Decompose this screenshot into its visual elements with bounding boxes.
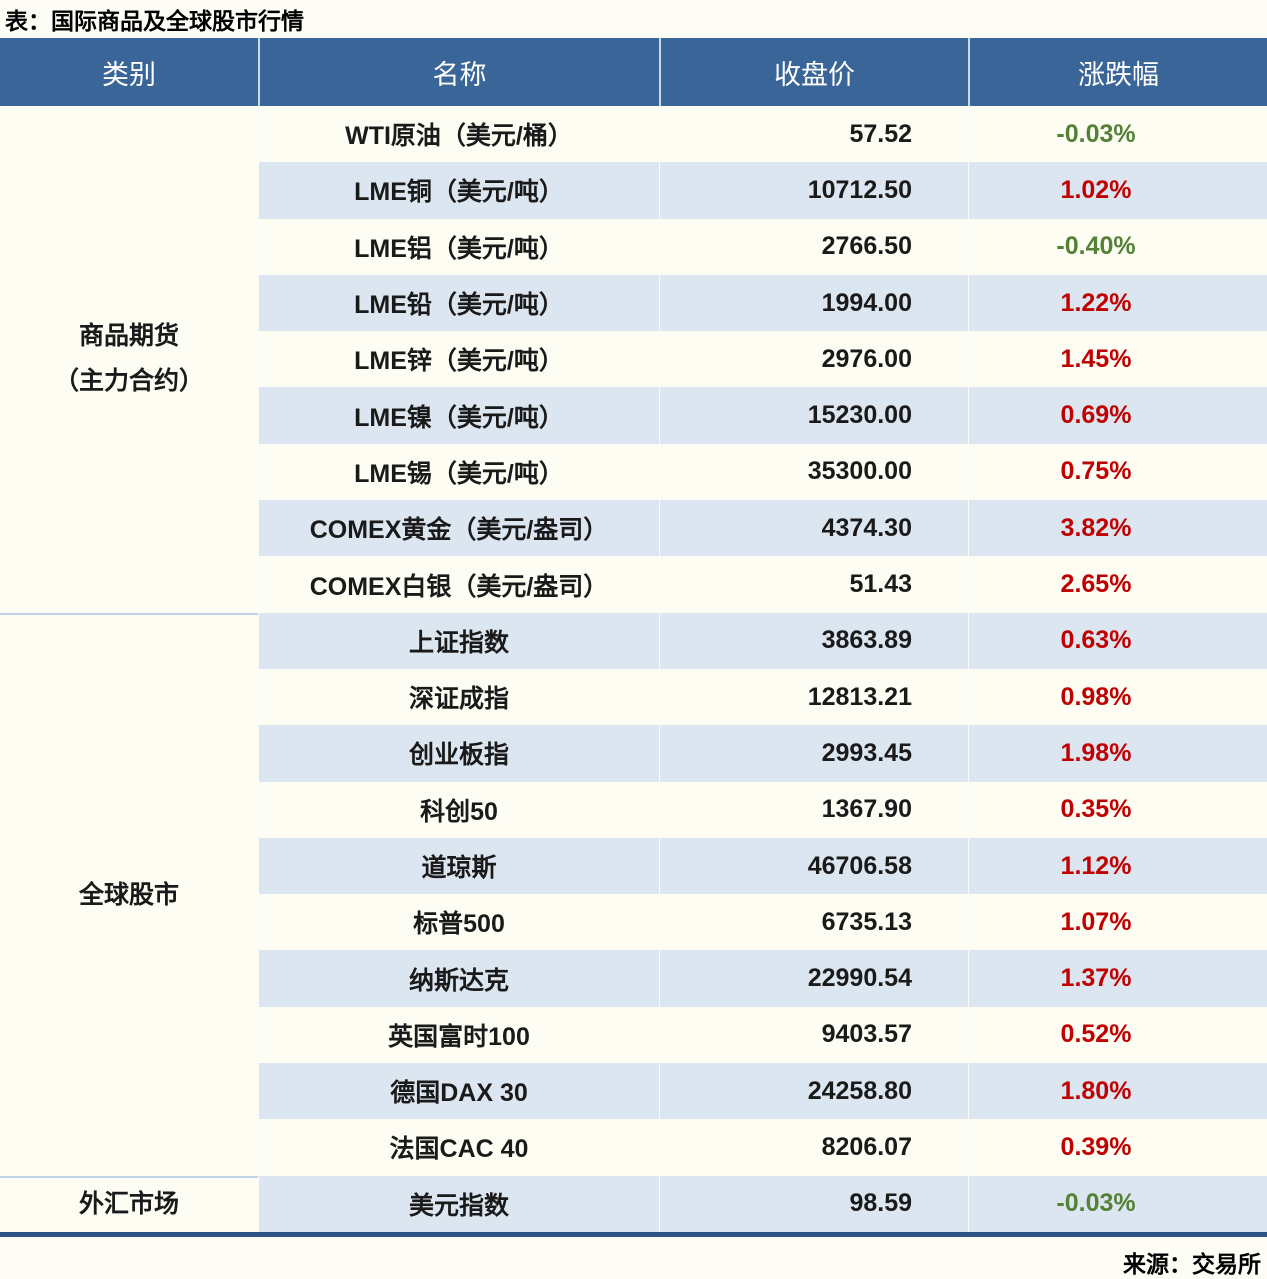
close-price: 8206.07 bbox=[659, 1119, 968, 1176]
instrument-name: 标普500 bbox=[258, 894, 659, 951]
close-price: 1367.90 bbox=[659, 781, 968, 838]
change-percent: 1.80% bbox=[968, 1063, 1267, 1120]
close-price: 51.43 bbox=[659, 556, 968, 613]
instrument-name: 上证指数 bbox=[258, 612, 659, 669]
category-column: 商品期货 （主力合约） 全球股市 外汇市场 bbox=[0, 106, 258, 1232]
close-price: 1994.00 bbox=[659, 274, 968, 332]
close-price: 6735.13 bbox=[659, 894, 968, 951]
table-row: 美元指数 98.59 -0.03% bbox=[258, 1175, 1267, 1232]
change-percent: 1.98% bbox=[968, 725, 1267, 782]
instrument-name: LME锌（美元/吨） bbox=[258, 331, 659, 388]
table-row: 法国CAC 40 8206.07 0.39% bbox=[258, 1119, 1267, 1176]
close-price: 15230.00 bbox=[659, 387, 968, 444]
close-price: 2993.45 bbox=[659, 725, 968, 782]
instrument-name: LME铅（美元/吨） bbox=[258, 274, 659, 332]
table-row: 深证成指 12813.21 0.98% bbox=[258, 668, 1267, 726]
change-percent: 1.22% bbox=[968, 274, 1267, 332]
close-price: 12813.21 bbox=[659, 668, 968, 726]
instrument-name: LME镍（美元/吨） bbox=[258, 387, 659, 444]
close-price: 57.52 bbox=[659, 106, 968, 163]
table-header-row: 类别 名称 收盘价 涨跌幅 bbox=[0, 38, 1267, 106]
table-row: COMEX白银（美元/盎司） 51.43 2.65% bbox=[258, 556, 1267, 613]
market-table: 类别 名称 收盘价 涨跌幅 商品期货 （主力合约） 全球股市 外汇市场 WTI原油（… bbox=[0, 38, 1267, 1237]
category-cell: 外汇市场 bbox=[0, 1175, 258, 1232]
change-percent: 1.37% bbox=[968, 950, 1267, 1007]
table-row: LME镍（美元/吨） 15230.00 0.69% bbox=[258, 387, 1267, 444]
table-row: WTI原油（美元/桶） 57.52 -0.03% bbox=[258, 106, 1267, 163]
table-row: COMEX黄金（美元/盎司） 4374.30 3.82% bbox=[258, 500, 1267, 557]
close-price: 3863.89 bbox=[659, 612, 968, 669]
change-percent: 0.52% bbox=[968, 1006, 1267, 1064]
table-row: 德国DAX 30 24258.80 1.80% bbox=[258, 1063, 1267, 1120]
instrument-name: WTI原油（美元/桶） bbox=[258, 106, 659, 163]
close-price: 9403.57 bbox=[659, 1006, 968, 1064]
change-percent: 0.98% bbox=[968, 668, 1267, 726]
table-row: 上证指数 3863.89 0.63% bbox=[258, 612, 1267, 669]
change-percent: 0.63% bbox=[968, 612, 1267, 669]
instrument-name: LME铝（美元/吨） bbox=[258, 218, 659, 275]
change-percent: 0.39% bbox=[968, 1119, 1267, 1176]
header-change-percent: 涨跌幅 bbox=[968, 38, 1267, 106]
change-percent: 0.35% bbox=[968, 781, 1267, 838]
table-row: LME铅（美元/吨） 1994.00 1.22% bbox=[258, 274, 1267, 332]
source-note: 来源：交易所 bbox=[1123, 1250, 1261, 1277]
change-percent: 2.65% bbox=[968, 556, 1267, 613]
change-percent: 0.69% bbox=[968, 387, 1267, 444]
close-price: 24258.80 bbox=[659, 1063, 968, 1120]
table-row: LME铝（美元/吨） 2766.50 -0.40% bbox=[258, 218, 1267, 275]
table-row: 科创50 1367.90 0.35% bbox=[258, 781, 1267, 838]
close-price: 46706.58 bbox=[659, 837, 968, 895]
instrument-name: 道琼斯 bbox=[258, 837, 659, 895]
instrument-name: 纳斯达克 bbox=[258, 950, 659, 1007]
instrument-name: COMEX黄金（美元/盎司） bbox=[258, 500, 659, 557]
change-percent: 1.02% bbox=[968, 162, 1267, 219]
change-percent: 3.82% bbox=[968, 500, 1267, 557]
close-price: 2976.00 bbox=[659, 331, 968, 388]
instrument-name: 美元指数 bbox=[258, 1175, 659, 1232]
close-price: 98.59 bbox=[659, 1175, 968, 1232]
table-row: LME锌（美元/吨） 2976.00 1.45% bbox=[258, 331, 1267, 388]
close-price: 4374.30 bbox=[659, 500, 968, 557]
table-body: 商品期货 （主力合约） 全球股市 外汇市场 WTI原油（美元/桶） 57.52 -0.0… bbox=[0, 106, 1267, 1232]
close-price: 10712.50 bbox=[659, 162, 968, 219]
header-category: 类别 bbox=[102, 59, 156, 90]
instrument-name: 创业板指 bbox=[258, 725, 659, 782]
close-price: 35300.00 bbox=[659, 443, 968, 501]
instrument-name: LME铜（美元/吨） bbox=[258, 162, 659, 219]
instrument-name: 法国CAC 40 bbox=[258, 1119, 659, 1176]
page-title: 表：国际商品及全球股市行情 bbox=[5, 8, 304, 34]
change-percent: 1.12% bbox=[968, 837, 1267, 895]
table-body-rows: WTI原油（美元/桶） 57.52 -0.03% LME铜（美元/吨） 10712.50… bbox=[258, 106, 1267, 1232]
instrument-name: 德国DAX 30 bbox=[258, 1063, 659, 1120]
change-percent: 0.75% bbox=[968, 443, 1267, 501]
table-row: 英国富时100 9403.57 0.52% bbox=[258, 1006, 1267, 1064]
category-cell: 全球股市 bbox=[0, 612, 258, 1176]
instrument-name: 深证成指 bbox=[258, 668, 659, 726]
change-percent: -0.03% bbox=[968, 106, 1267, 163]
table-row: LME锡（美元/吨） 35300.00 0.75% bbox=[258, 443, 1267, 501]
instrument-name: 英国富时100 bbox=[258, 1006, 659, 1064]
change-percent: 1.07% bbox=[968, 894, 1267, 951]
header-name: 名称 bbox=[258, 38, 659, 106]
header-close-price: 收盘价 bbox=[659, 38, 968, 106]
instrument-name: LME锡（美元/吨） bbox=[258, 443, 659, 501]
instrument-name: 科创50 bbox=[258, 781, 659, 838]
table-row: 道琼斯 46706.58 1.12% bbox=[258, 837, 1267, 895]
table-row: 创业板指 2993.45 1.98% bbox=[258, 725, 1267, 782]
close-price: 22990.54 bbox=[659, 950, 968, 1007]
table-row: 纳斯达克 22990.54 1.37% bbox=[258, 950, 1267, 1007]
close-price: 2766.50 bbox=[659, 218, 968, 275]
change-percent: -0.03% bbox=[968, 1175, 1267, 1232]
category-cell: 商品期货 （主力合约） bbox=[53, 322, 204, 396]
change-percent: 1.45% bbox=[968, 331, 1267, 388]
table-row: 标普500 6735.13 1.07% bbox=[258, 894, 1267, 951]
instrument-name: COMEX白银（美元/盎司） bbox=[258, 556, 659, 613]
table-bottom-border bbox=[0, 1231, 1267, 1237]
change-percent: -0.40% bbox=[968, 218, 1267, 275]
table-row: LME铜（美元/吨） 10712.50 1.02% bbox=[258, 162, 1267, 219]
